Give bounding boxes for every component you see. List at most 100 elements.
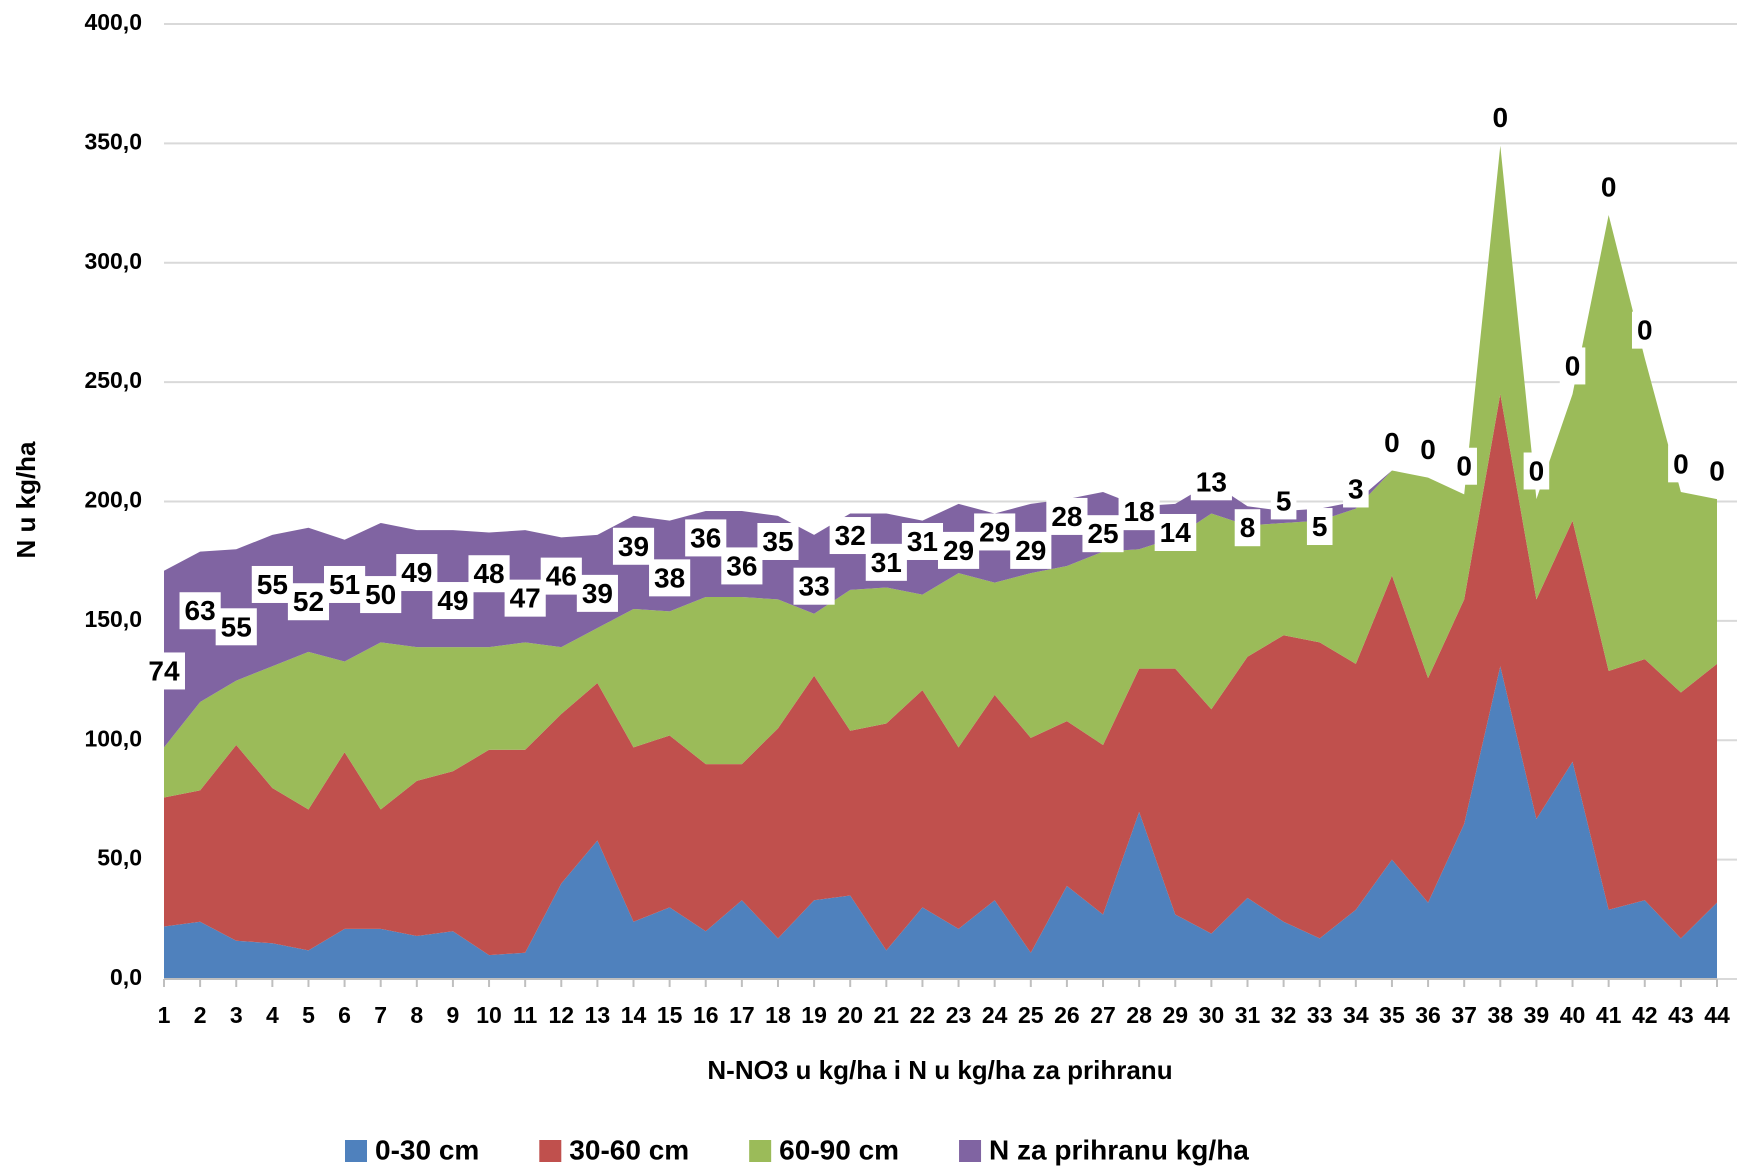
data-label: 38 <box>649 559 691 597</box>
data-label: 18 <box>1118 493 1160 531</box>
data-label: 0 <box>1668 445 1694 483</box>
data-label-bg <box>1631 311 1658 349</box>
data-label-text: 55 <box>257 569 288 600</box>
x-tick-label: 25 <box>1018 1002 1044 1028</box>
legend-label: 60-90 cm <box>779 1134 899 1165</box>
data-label-text: 0 <box>1709 456 1725 487</box>
data-label-bg <box>576 574 618 612</box>
x-axis-title: N-NO3 u kg/ha i N u kg/ha za prihranu <box>707 1055 1172 1085</box>
y-axis-title: N u kg/ha <box>11 441 41 559</box>
data-label: 47 <box>504 579 546 617</box>
x-tick-label: 28 <box>1126 1002 1152 1028</box>
data-label-bg <box>1595 168 1622 206</box>
data-label-text: 25 <box>1087 518 1118 549</box>
data-label-text: 0 <box>1673 448 1689 479</box>
area <box>164 394 1717 956</box>
data-label-bg <box>1704 452 1730 490</box>
legend-swatch <box>539 1140 562 1162</box>
data-label: 52 <box>287 583 330 621</box>
data-label-bg <box>685 519 727 557</box>
data-label-bg <box>1379 423 1405 461</box>
x-tick-label: 2 <box>194 1002 207 1028</box>
data-label-text: 29 <box>943 535 974 566</box>
data-label-text: 0 <box>1529 456 1545 487</box>
data-label-bg <box>540 557 582 595</box>
x-tick-label: 18 <box>765 1002 791 1028</box>
data-label: 0 <box>1415 431 1441 469</box>
x-tick-label: 11 <box>513 1002 538 1028</box>
data-label-text: 36 <box>726 550 757 581</box>
data-label-bg <box>612 527 655 565</box>
x-tick-label: 44 <box>1704 1002 1730 1028</box>
x-tick-label: 41 <box>1596 1002 1622 1028</box>
data-label-text: 49 <box>437 585 468 616</box>
data-label-bg <box>396 554 438 592</box>
data-label: 74 <box>143 652 185 690</box>
data-label: 0 <box>1487 99 1514 137</box>
data-label: 0 <box>1523 452 1550 490</box>
data-label-bg <box>1046 497 1088 535</box>
data-label-text: 31 <box>907 526 938 557</box>
x-tick-label: 30 <box>1199 1002 1225 1028</box>
data-label-bg <box>865 543 907 581</box>
data-label: 0 <box>1451 447 1477 485</box>
data-label-text: 29 <box>979 516 1010 547</box>
x-tick-label: 39 <box>1524 1002 1550 1028</box>
x-tick-label: 21 <box>874 1002 900 1028</box>
data-label-bg <box>324 565 366 603</box>
area <box>164 666 1717 979</box>
data-label: 0 <box>1704 452 1730 490</box>
data-label: 31 <box>901 522 944 560</box>
data-label-text: 5 <box>1312 511 1328 542</box>
data-label-bg <box>179 592 221 630</box>
data-label-bg <box>649 559 691 597</box>
x-tick-label: 19 <box>801 1002 827 1028</box>
data-label-text: 18 <box>1124 496 1155 527</box>
data-label-text: 8 <box>1240 512 1256 543</box>
x-tick-label: 24 <box>982 1002 1008 1028</box>
data-label-bg <box>468 555 510 593</box>
data-label-text: 55 <box>221 611 252 642</box>
data-label: 5 <box>1270 482 1297 520</box>
data-label-bg <box>215 608 257 646</box>
data-label-text: 39 <box>618 531 649 562</box>
data-label: 28 <box>1046 497 1088 535</box>
x-tick-label: 32 <box>1271 1002 1297 1028</box>
x-tick-label: 10 <box>476 1002 502 1028</box>
data-label-bg <box>1154 513 1197 551</box>
data-label-text: 51 <box>329 569 360 600</box>
x-tick-label: 33 <box>1307 1002 1333 1028</box>
y-tick-label: 250,0 <box>84 367 142 393</box>
data-label-bg <box>1118 493 1160 531</box>
data-label-bg <box>793 567 835 605</box>
data-label-text: 63 <box>185 595 216 626</box>
x-tick-label: 14 <box>621 1002 647 1028</box>
y-tick-label: 100,0 <box>84 725 142 751</box>
x-tick-label: 31 <box>1235 1002 1261 1028</box>
x-tick-label: 29 <box>1162 1002 1188 1028</box>
x-tick-label: 8 <box>410 1002 423 1028</box>
data-label: 13 <box>1190 463 1232 501</box>
x-tick-label: 9 <box>447 1002 460 1028</box>
x-tick-label: 34 <box>1343 1002 1369 1028</box>
x-tick-label: 27 <box>1090 1002 1116 1028</box>
x-tick-label: 12 <box>548 1002 574 1028</box>
data-label-bg <box>504 579 546 617</box>
legend-swatch <box>345 1140 367 1162</box>
x-tick-label: 1 <box>158 1002 171 1028</box>
data-label-text: 36 <box>690 522 721 553</box>
x-tick-label: 43 <box>1668 1002 1694 1028</box>
data-label: 48 <box>468 555 510 593</box>
area <box>164 145 1717 748</box>
x-tick-label: 15 <box>657 1002 683 1028</box>
x-tick-label: 3 <box>230 1002 243 1028</box>
x-tick-label: 16 <box>693 1002 719 1028</box>
x-tick-label: 5 <box>302 1002 315 1028</box>
x-tick-label: 20 <box>837 1002 863 1028</box>
data-label: 5 <box>1306 508 1333 546</box>
data-label-bg <box>1234 509 1261 547</box>
data-label-bg <box>1523 452 1550 490</box>
data-label-text: 3 <box>1348 473 1364 504</box>
y-tick-label: 300,0 <box>84 248 142 274</box>
